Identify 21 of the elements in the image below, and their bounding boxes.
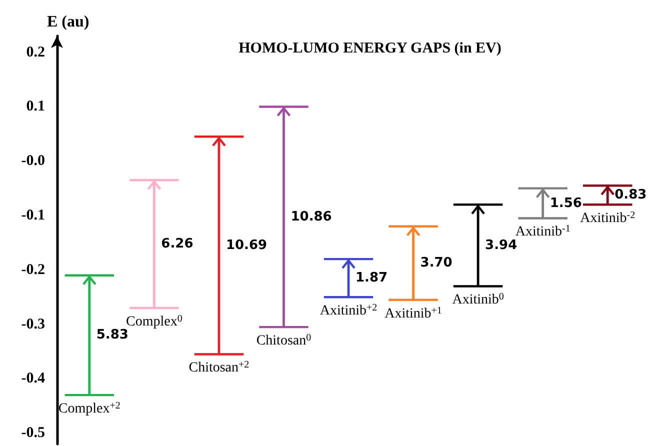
- y-axis-title: E (au): [47, 14, 90, 30]
- y-tick-label: -0.3: [21, 316, 45, 332]
- annotation: 1.56: [550, 196, 582, 211]
- annotation: 3.70: [420, 256, 452, 271]
- bar: [476, 204, 480, 286]
- y-tick-label: 0.1: [26, 98, 45, 115]
- annotation: 5.83: [96, 328, 128, 343]
- annotation: 10.69: [226, 238, 268, 253]
- y-tick-label: 0.2: [26, 44, 45, 60]
- y-tick-label: -0.0: [21, 153, 45, 170]
- y-tick-label: -0.2: [21, 262, 45, 278]
- y-tick-label: -0.5: [21, 425, 45, 442]
- annotation: 10.86: [290, 209, 332, 224]
- chart-title: HOMO-LUMO ENERGY GAPS (in EV): [238, 40, 502, 56]
- annotation: 1.87: [356, 270, 388, 286]
- bar: [218, 136, 220, 354]
- annotation: 0.83: [614, 188, 647, 203]
- annotation: 3.94: [485, 238, 518, 253]
- annotation: 6.26: [161, 236, 194, 252]
- y-tick-label: -0.1: [21, 208, 45, 224]
- y-tick-label: -0.4: [21, 370, 46, 387]
